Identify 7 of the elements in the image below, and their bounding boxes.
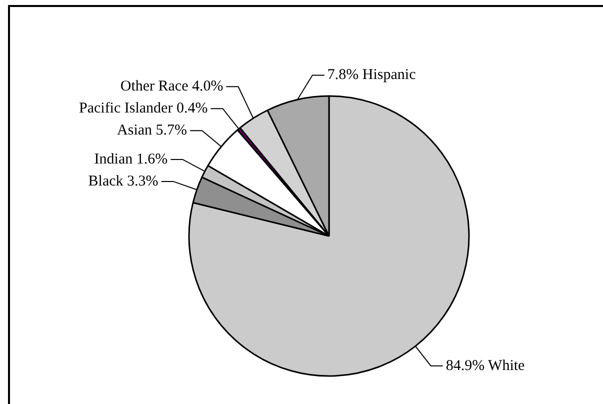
slice-label: Asian 5.7% — [117, 122, 188, 139]
slice-label: Indian 1.6% — [94, 151, 168, 168]
slice-label: 7.8% Hispanic — [327, 67, 416, 84]
slice-label: Other Race 4.0% — [120, 78, 224, 95]
slice-label: Black 3.3% — [88, 173, 158, 190]
slice-label: Pacific Islander 0.4% — [78, 100, 208, 117]
slice-label: 84.9% White — [446, 358, 526, 374]
